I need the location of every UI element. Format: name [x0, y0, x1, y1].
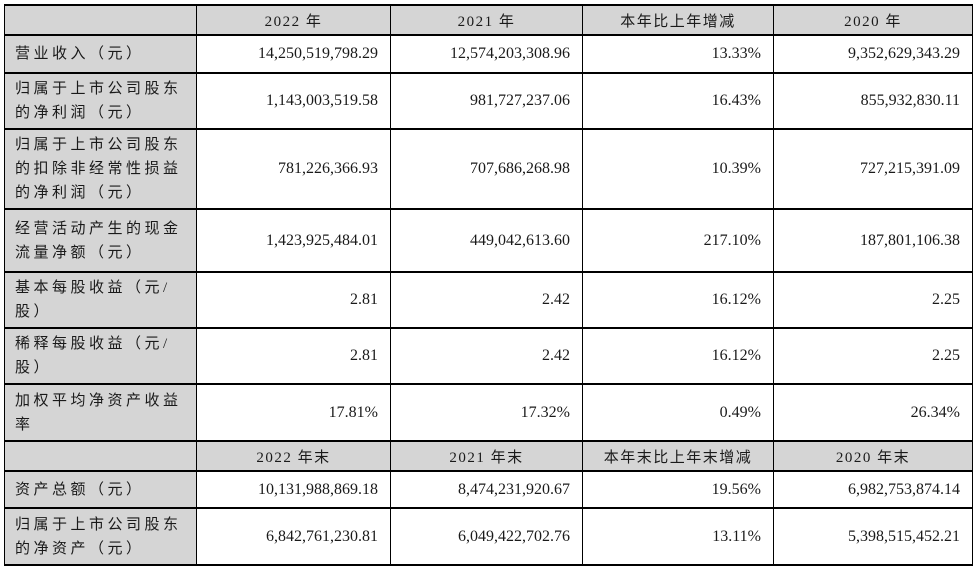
- row-label: 归属于上市公司股东的净利润（元）: [4, 72, 197, 130]
- header-year-2022: 2022 年: [196, 4, 391, 36]
- section1-header-row: 2022 年 2021 年 本年比上年增减 2020 年: [4, 4, 973, 36]
- table-row-deducted-net-profit: 归属于上市公司股东的扣除非经常性损益的净利润（元） 781,226,366.93…: [4, 128, 973, 210]
- header-yoy-change: 本年比上年增减: [582, 4, 774, 36]
- header-yearend-change: 本年末比上年末增减: [582, 440, 774, 472]
- value-cell: 2.25: [773, 327, 973, 385]
- value-cell: 1,423,925,484.01: [196, 208, 391, 273]
- value-cell: 187,801,106.38: [773, 208, 973, 273]
- value-cell: 17.32%: [390, 383, 583, 442]
- value-cell: 6,049,422,702.76: [390, 507, 583, 566]
- header-year-2020: 2020 年: [773, 4, 973, 36]
- value-cell: 9,352,629,343.29: [773, 34, 973, 74]
- header-empty-cell: [4, 4, 197, 36]
- row-label: 资产总额（元）: [4, 470, 197, 509]
- row-label: 加权平均净资产收益率: [4, 383, 197, 442]
- table-row-net-assets: 归属于上市公司股东的净资产（元） 6,842,761,230.81 6,049,…: [4, 507, 973, 566]
- value-cell: 19.56%: [582, 470, 774, 509]
- row-label: 归属于上市公司股东的净资产（元）: [4, 507, 197, 566]
- value-cell: 16.12%: [582, 271, 774, 329]
- value-cell: 13.11%: [582, 507, 774, 566]
- value-cell: 0.49%: [582, 383, 774, 442]
- table-row-total-assets: 资产总额（元） 10,131,988,869.18 8,474,231,920.…: [4, 470, 973, 509]
- value-cell: 16.12%: [582, 327, 774, 385]
- value-cell: 26.34%: [773, 383, 973, 442]
- value-cell: 12,574,203,308.96: [390, 34, 583, 74]
- value-cell: 17.81%: [196, 383, 391, 442]
- table-row-basic-eps: 基本每股收益（元/股） 2.81 2.42 16.12% 2.25: [4, 271, 973, 329]
- header-yearend-2020: 2020 年末: [773, 440, 973, 472]
- value-cell: 8,474,231,920.67: [390, 470, 583, 509]
- value-cell: 2.81: [196, 271, 391, 329]
- header-yearend-2022: 2022 年末: [196, 440, 391, 472]
- financial-summary-table: 2022 年 2021 年 本年比上年增减 2020 年 营业收入（元） 14,…: [4, 4, 973, 566]
- table-row-operating-cash-flow: 经营活动产生的现金流量净额（元） 1,423,925,484.01 449,04…: [4, 208, 973, 273]
- value-cell: 1,143,003,519.58: [196, 72, 391, 130]
- table-row-weighted-roe: 加权平均净资产收益率 17.81% 17.32% 0.49% 26.34%: [4, 383, 973, 442]
- value-cell: 707,686,268.98: [390, 128, 583, 210]
- table-row-revenue: 营业收入（元） 14,250,519,798.29 12,574,203,308…: [4, 34, 973, 74]
- table-row-net-profit: 归属于上市公司股东的净利润（元） 1,143,003,519.58 981,72…: [4, 72, 973, 130]
- row-label: 经营活动产生的现金流量净额（元）: [4, 208, 197, 273]
- value-cell: 10.39%: [582, 128, 774, 210]
- value-cell: 449,042,613.60: [390, 208, 583, 273]
- table-row-diluted-eps: 稀释每股收益（元/股） 2.81 2.42 16.12% 2.25: [4, 327, 973, 385]
- value-cell: 781,226,366.93: [196, 128, 391, 210]
- header-empty-cell: [4, 440, 197, 472]
- value-cell: 13.33%: [582, 34, 774, 74]
- value-cell: 10,131,988,869.18: [196, 470, 391, 509]
- section2-header-row: 2022 年末 2021 年末 本年末比上年末增减 2020 年末: [4, 440, 973, 472]
- header-year-2021: 2021 年: [390, 4, 583, 36]
- value-cell: 6,982,753,874.14: [773, 470, 973, 509]
- value-cell: 6,842,761,230.81: [196, 507, 391, 566]
- value-cell: 16.43%: [582, 72, 774, 130]
- value-cell: 14,250,519,798.29: [196, 34, 391, 74]
- value-cell: 2.42: [390, 271, 583, 329]
- value-cell: 2.42: [390, 327, 583, 385]
- value-cell: 5,398,515,452.21: [773, 507, 973, 566]
- header-yearend-2021: 2021 年末: [390, 440, 583, 472]
- value-cell: 217.10%: [582, 208, 774, 273]
- value-cell: 855,932,830.11: [773, 72, 973, 130]
- value-cell: 2.25: [773, 271, 973, 329]
- row-label: 营业收入（元）: [4, 34, 197, 74]
- value-cell: 727,215,391.09: [773, 128, 973, 210]
- value-cell: 981,727,237.06: [390, 72, 583, 130]
- row-label: 归属于上市公司股东的扣除非经常性损益的净利润（元）: [4, 128, 197, 210]
- row-label: 基本每股收益（元/股）: [4, 271, 197, 329]
- document-page: 2022 年 2021 年 本年比上年增减 2020 年 营业收入（元） 14,…: [4, 4, 973, 566]
- value-cell: 2.81: [196, 327, 391, 385]
- row-label: 稀释每股收益（元/股）: [4, 327, 197, 385]
